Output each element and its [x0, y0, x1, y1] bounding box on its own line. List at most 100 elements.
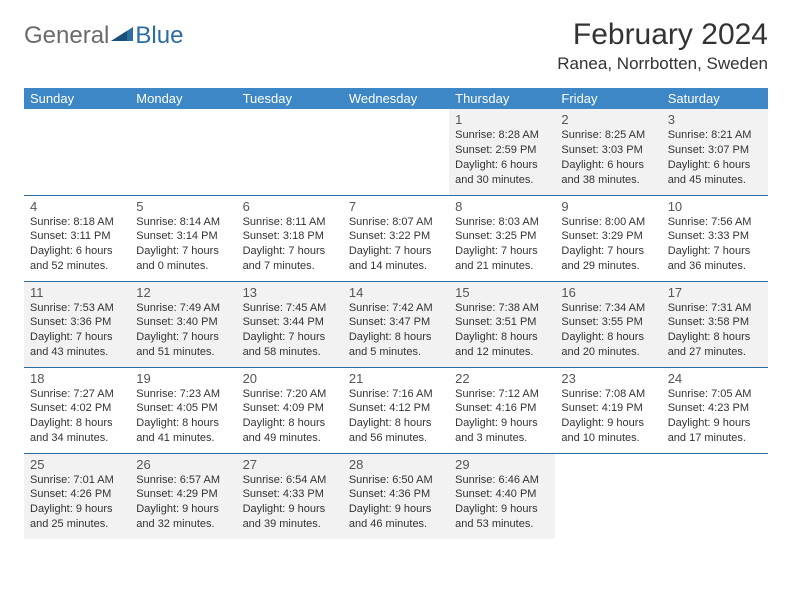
- day-cell: 20Sunrise: 7:20 AMSunset: 4:09 PMDayligh…: [237, 367, 343, 453]
- day-cell: 2Sunrise: 8:25 AMSunset: 3:03 PMDaylight…: [555, 109, 661, 195]
- week-row: 18Sunrise: 7:27 AMSunset: 4:02 PMDayligh…: [24, 367, 768, 453]
- day-number: 5: [136, 199, 230, 214]
- day-cell: 17Sunrise: 7:31 AMSunset: 3:58 PMDayligh…: [662, 281, 768, 367]
- day-info: Sunrise: 7:16 AMSunset: 4:12 PMDaylight:…: [349, 387, 443, 446]
- day-info: Sunrise: 8:03 AMSunset: 3:25 PMDaylight:…: [455, 215, 549, 274]
- day-cell: 6Sunrise: 8:11 AMSunset: 3:18 PMDaylight…: [237, 195, 343, 281]
- day-cell: 16Sunrise: 7:34 AMSunset: 3:55 PMDayligh…: [555, 281, 661, 367]
- day-cell: [130, 109, 236, 195]
- day-number: 28: [349, 457, 443, 472]
- day-number: 17: [668, 285, 762, 300]
- day-cell: 9Sunrise: 8:00 AMSunset: 3:29 PMDaylight…: [555, 195, 661, 281]
- day-cell: [662, 453, 768, 539]
- day-cell: 11Sunrise: 7:53 AMSunset: 3:36 PMDayligh…: [24, 281, 130, 367]
- day-info: Sunrise: 8:21 AMSunset: 3:07 PMDaylight:…: [668, 128, 762, 187]
- day-number: 16: [561, 285, 655, 300]
- day-info: Sunrise: 7:38 AMSunset: 3:51 PMDaylight:…: [455, 301, 549, 360]
- day-number: 10: [668, 199, 762, 214]
- day-cell: 12Sunrise: 7:49 AMSunset: 3:40 PMDayligh…: [130, 281, 236, 367]
- day-cell: 10Sunrise: 7:56 AMSunset: 3:33 PMDayligh…: [662, 195, 768, 281]
- title-block: February 2024 Ranea, Norrbotten, Sweden: [557, 18, 768, 74]
- dow-monday: Monday: [130, 88, 236, 109]
- day-cell: 4Sunrise: 8:18 AMSunset: 3:11 PMDaylight…: [24, 195, 130, 281]
- day-number: 15: [455, 285, 549, 300]
- day-cell: [237, 109, 343, 195]
- day-cell: 13Sunrise: 7:45 AMSunset: 3:44 PMDayligh…: [237, 281, 343, 367]
- day-info: Sunrise: 6:57 AMSunset: 4:29 PMDaylight:…: [136, 473, 230, 532]
- day-number: 4: [30, 199, 124, 214]
- day-cell: 5Sunrise: 8:14 AMSunset: 3:14 PMDaylight…: [130, 195, 236, 281]
- dow-row: Sunday Monday Tuesday Wednesday Thursday…: [24, 88, 768, 109]
- logo: General Blue: [24, 18, 183, 50]
- header: General Blue February 2024 Ranea, Norrbo…: [24, 18, 768, 74]
- day-cell: 1Sunrise: 8:28 AMSunset: 2:59 PMDaylight…: [449, 109, 555, 195]
- day-cell: [555, 453, 661, 539]
- day-info: Sunrise: 7:45 AMSunset: 3:44 PMDaylight:…: [243, 301, 337, 360]
- day-number: 13: [243, 285, 337, 300]
- week-row: 25Sunrise: 7:01 AMSunset: 4:26 PMDayligh…: [24, 453, 768, 539]
- day-info: Sunrise: 6:46 AMSunset: 4:40 PMDaylight:…: [455, 473, 549, 532]
- day-number: 21: [349, 371, 443, 386]
- day-info: Sunrise: 7:31 AMSunset: 3:58 PMDaylight:…: [668, 301, 762, 360]
- day-number: 26: [136, 457, 230, 472]
- day-info: Sunrise: 8:28 AMSunset: 2:59 PMDaylight:…: [455, 128, 549, 187]
- day-info: Sunrise: 7:34 AMSunset: 3:55 PMDaylight:…: [561, 301, 655, 360]
- day-cell: 19Sunrise: 7:23 AMSunset: 4:05 PMDayligh…: [130, 367, 236, 453]
- day-cell: [24, 109, 130, 195]
- day-info: Sunrise: 8:07 AMSunset: 3:22 PMDaylight:…: [349, 215, 443, 274]
- day-number: 3: [668, 112, 762, 127]
- logo-triangle-icon: [109, 23, 135, 50]
- day-cell: 7Sunrise: 8:07 AMSunset: 3:22 PMDaylight…: [343, 195, 449, 281]
- day-number: 12: [136, 285, 230, 300]
- day-number: 6: [243, 199, 337, 214]
- day-cell: 24Sunrise: 7:05 AMSunset: 4:23 PMDayligh…: [662, 367, 768, 453]
- dow-friday: Friday: [555, 88, 661, 109]
- week-row: 11Sunrise: 7:53 AMSunset: 3:36 PMDayligh…: [24, 281, 768, 367]
- week-row: 4Sunrise: 8:18 AMSunset: 3:11 PMDaylight…: [24, 195, 768, 281]
- day-number: 11: [30, 285, 124, 300]
- dow-wednesday: Wednesday: [343, 88, 449, 109]
- day-cell: 23Sunrise: 7:08 AMSunset: 4:19 PMDayligh…: [555, 367, 661, 453]
- day-info: Sunrise: 8:00 AMSunset: 3:29 PMDaylight:…: [561, 215, 655, 274]
- month-title: February 2024: [557, 18, 768, 52]
- day-info: Sunrise: 7:01 AMSunset: 4:26 PMDaylight:…: [30, 473, 124, 532]
- location: Ranea, Norrbotten, Sweden: [557, 54, 768, 74]
- day-number: 29: [455, 457, 549, 472]
- day-cell: 22Sunrise: 7:12 AMSunset: 4:16 PMDayligh…: [449, 367, 555, 453]
- day-info: Sunrise: 6:54 AMSunset: 4:33 PMDaylight:…: [243, 473, 337, 532]
- dow-thursday: Thursday: [449, 88, 555, 109]
- day-cell: 29Sunrise: 6:46 AMSunset: 4:40 PMDayligh…: [449, 453, 555, 539]
- dow-tuesday: Tuesday: [237, 88, 343, 109]
- day-cell: 3Sunrise: 8:21 AMSunset: 3:07 PMDaylight…: [662, 109, 768, 195]
- dow-saturday: Saturday: [662, 88, 768, 109]
- day-number: 9: [561, 199, 655, 214]
- day-cell: 14Sunrise: 7:42 AMSunset: 3:47 PMDayligh…: [343, 281, 449, 367]
- day-number: 2: [561, 112, 655, 127]
- day-number: 18: [30, 371, 124, 386]
- day-cell: 15Sunrise: 7:38 AMSunset: 3:51 PMDayligh…: [449, 281, 555, 367]
- day-info: Sunrise: 7:27 AMSunset: 4:02 PMDaylight:…: [30, 387, 124, 446]
- day-number: 20: [243, 371, 337, 386]
- day-info: Sunrise: 8:25 AMSunset: 3:03 PMDaylight:…: [561, 128, 655, 187]
- day-info: Sunrise: 8:11 AMSunset: 3:18 PMDaylight:…: [243, 215, 337, 274]
- day-info: Sunrise: 7:56 AMSunset: 3:33 PMDaylight:…: [668, 215, 762, 274]
- logo-word2: Blue: [135, 22, 183, 50]
- day-cell: 18Sunrise: 7:27 AMSunset: 4:02 PMDayligh…: [24, 367, 130, 453]
- day-number: 14: [349, 285, 443, 300]
- day-cell: 28Sunrise: 6:50 AMSunset: 4:36 PMDayligh…: [343, 453, 449, 539]
- logo-word1: General: [24, 22, 109, 50]
- dow-sunday: Sunday: [24, 88, 130, 109]
- day-number: 8: [455, 199, 549, 214]
- day-info: Sunrise: 7:49 AMSunset: 3:40 PMDaylight:…: [136, 301, 230, 360]
- day-number: 1: [455, 112, 549, 127]
- day-number: 25: [30, 457, 124, 472]
- week-row: 1Sunrise: 8:28 AMSunset: 2:59 PMDaylight…: [24, 109, 768, 195]
- day-cell: [343, 109, 449, 195]
- day-cell: 25Sunrise: 7:01 AMSunset: 4:26 PMDayligh…: [24, 453, 130, 539]
- day-number: 23: [561, 371, 655, 386]
- day-info: Sunrise: 6:50 AMSunset: 4:36 PMDaylight:…: [349, 473, 443, 532]
- day-number: 24: [668, 371, 762, 386]
- day-number: 27: [243, 457, 337, 472]
- day-info: Sunrise: 7:42 AMSunset: 3:47 PMDaylight:…: [349, 301, 443, 360]
- day-info: Sunrise: 8:18 AMSunset: 3:11 PMDaylight:…: [30, 215, 124, 274]
